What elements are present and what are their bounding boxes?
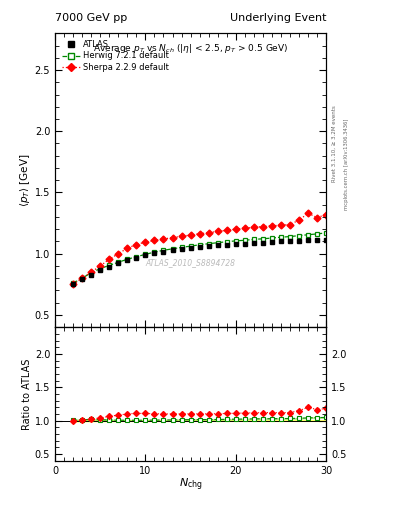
Text: mcplots.cern.ch [arXiv:1306.3436]: mcplots.cern.ch [arXiv:1306.3436] [344,118,349,209]
Text: Underlying Event: Underlying Event [230,13,326,23]
Legend: ATLAS, Herwig 7.2.1 default, Sherpa 2.2.9 default: ATLAS, Herwig 7.2.1 default, Sherpa 2.2.… [59,37,172,74]
Text: Rivet 3.1.10, ≥ 3.2M events: Rivet 3.1.10, ≥ 3.2M events [332,105,337,182]
Text: Average $p_T$ vs $N_{ch}$ ($|\eta|$ < 2.5, $p_T$ > 0.5 GeV): Average $p_T$ vs $N_{ch}$ ($|\eta|$ < 2.… [93,42,288,55]
Y-axis label: $\langle p_T \rangle$ [GeV]: $\langle p_T \rangle$ [GeV] [18,154,32,207]
Text: 7000 GeV pp: 7000 GeV pp [55,13,127,23]
Text: ATLAS_2010_S8894728: ATLAS_2010_S8894728 [145,258,236,267]
Y-axis label: Ratio to ATLAS: Ratio to ATLAS [22,358,32,430]
X-axis label: $N_{\mathrm{chg}}$: $N_{\mathrm{chg}}$ [179,477,202,494]
